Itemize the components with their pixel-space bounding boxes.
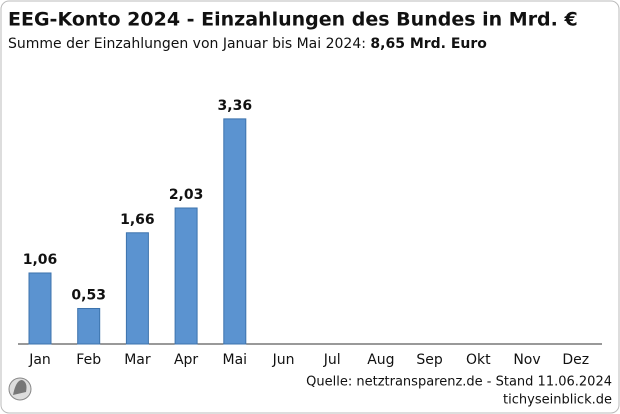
x-tick-label: Dez: [562, 352, 589, 368]
value-label: 1,66: [120, 212, 155, 228]
x-tick-label: Feb: [76, 352, 101, 368]
x-tick-label: Nov: [513, 352, 540, 368]
x-tick-label: Sep: [416, 352, 443, 368]
bar: [125, 232, 149, 345]
x-tick-label: Apr: [174, 352, 198, 368]
x-tick-label: Jul: [323, 352, 341, 368]
value-label: 3,36: [218, 98, 253, 114]
subtitle-total: 8,65 Mrd. Euro: [370, 36, 487, 52]
brand: tichyseinblick.de: [503, 393, 612, 408]
x-tick-label: Mar: [124, 352, 151, 368]
value-label: 1,06: [23, 252, 58, 268]
x-tick-label: Mai: [223, 352, 248, 368]
chart-title: EEG-Konto 2024 - Einzahlungen des Bundes…: [8, 9, 578, 31]
logo: [8, 377, 32, 401]
value-label: 2,03: [169, 187, 204, 203]
bar: [174, 207, 198, 345]
source: Quelle: netztransparenz.de - Stand 11.06…: [306, 375, 612, 390]
bar: [223, 118, 247, 345]
value-label: 0,53: [71, 287, 106, 303]
x-tick-label: Jun: [272, 352, 295, 368]
x-tick-label: Aug: [367, 352, 394, 368]
chart-subtitle: Summe der Einzahlungen von Januar bis Ma…: [8, 36, 487, 52]
x-tick-label: Jan: [28, 352, 51, 368]
subtitle: Summe der Einzahlungen von Januar bis Ma…: [8, 36, 366, 52]
bar: [77, 307, 101, 345]
x-tick-label: Okt: [466, 352, 491, 368]
bar: [28, 272, 52, 345]
